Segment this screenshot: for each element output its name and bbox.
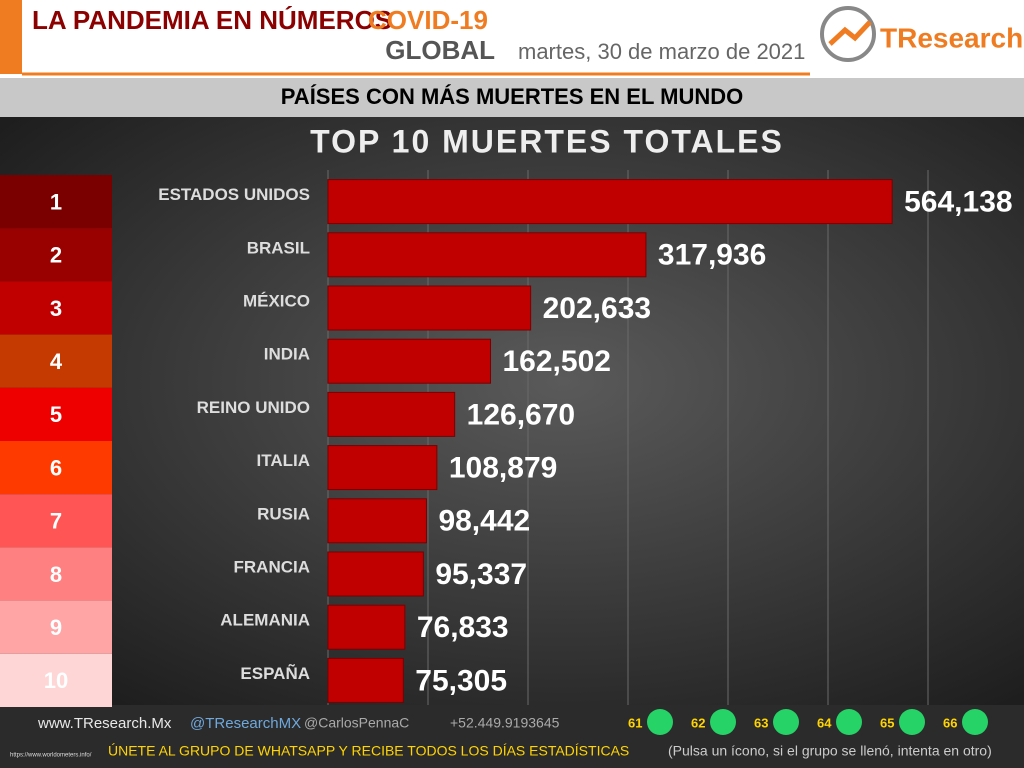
footer-link[interactable]: www.TResearch.Mx: [37, 715, 172, 732]
whatsapp-icon[interactable]: [773, 709, 799, 735]
rank-box: [0, 547, 112, 601]
rank-box: [0, 494, 112, 548]
header-date: martes, 30 de marzo de 2021: [518, 39, 805, 64]
chart-title: TOP 10 MUERTES TOTALES: [310, 123, 784, 159]
bar: [327, 338, 492, 384]
bar: [327, 391, 456, 437]
subtitle-bg: [0, 78, 1024, 117]
group-number[interactable]: 61: [628, 715, 642, 730]
value-label: 108,879: [449, 452, 557, 485]
value-label: 126,670: [467, 398, 575, 431]
header-accent: COVID-19: [368, 5, 488, 35]
category-label: ESPAÑA: [240, 663, 310, 683]
category-label: RUSIA: [257, 504, 310, 523]
rank-label: 9: [50, 615, 62, 640]
bar: [327, 657, 404, 703]
rank-label: 8: [50, 562, 62, 587]
bar: [327, 604, 406, 650]
whatsapp-icon[interactable]: [962, 709, 988, 735]
logo-arrow: [828, 20, 872, 46]
category-label: FRANCIA: [234, 557, 311, 576]
rank-label: 6: [50, 455, 62, 480]
category-label: INDIA: [264, 345, 310, 364]
rank-box: [0, 281, 112, 335]
rank-box: [0, 228, 112, 282]
value-label: 95,337: [435, 558, 527, 591]
footer-note: (Pulsa un ícono, si el grupo se llenó, i…: [668, 743, 992, 759]
rank-label: 1: [50, 189, 62, 214]
category-label: BRASIL: [247, 238, 310, 257]
category-label: ITALIA: [256, 451, 310, 470]
footer-link[interactable]: +52.449.9193645: [450, 715, 560, 731]
value-label: 564,138: [904, 186, 1012, 219]
value-label: 98,442: [438, 505, 530, 538]
footer-link[interactable]: @TResearchMX: [190, 715, 301, 732]
rank-box: [0, 175, 112, 229]
bar: [327, 285, 532, 331]
value-label: 162,502: [503, 345, 611, 378]
bar: [327, 179, 893, 225]
whatsapp-icon[interactable]: [836, 709, 862, 735]
bar: [327, 551, 424, 597]
rank-label: 2: [50, 243, 62, 268]
rank-box: [0, 387, 112, 441]
rank-box: [0, 653, 112, 707]
rank-box: [0, 600, 112, 654]
group-number[interactable]: 62: [691, 715, 705, 730]
group-number[interactable]: 65: [880, 715, 894, 730]
header-strip: [0, 0, 22, 74]
rank-box: [0, 441, 112, 495]
rank-label: 4: [50, 349, 63, 374]
bar: [327, 445, 438, 491]
bar: [327, 232, 647, 278]
group-number[interactable]: 63: [754, 715, 768, 730]
footer-source: https://www.worldometers.info/: [10, 753, 92, 759]
header-title: LA PANDEMIA EN NÚMEROS: [32, 5, 392, 35]
rank-label: 7: [50, 509, 62, 534]
footer-cta: ÚNETE AL GRUPO DE WHATSAPP Y RECIBE TODO…: [108, 743, 629, 759]
category-label: ALEMANIA: [220, 611, 310, 630]
value-label: 75,305: [415, 664, 507, 697]
group-number[interactable]: 64: [817, 715, 832, 730]
logo-text: TResearch: [880, 22, 1023, 53]
logo-icon: [820, 6, 876, 62]
rank-label: 5: [50, 402, 62, 427]
category-label: MÉXICO: [243, 291, 310, 310]
category-label: REINO UNIDO: [197, 398, 310, 417]
value-label: 202,633: [543, 292, 651, 325]
whatsapp-icon[interactable]: [647, 709, 673, 735]
header-scope: GLOBAL: [385, 35, 495, 65]
rank-label: 3: [50, 296, 62, 321]
bar: [327, 498, 427, 544]
value-label: 76,833: [417, 611, 509, 644]
group-number[interactable]: 66: [943, 715, 957, 730]
category-label: ESTADOS UNIDOS: [158, 185, 310, 204]
whatsapp-icon[interactable]: [899, 709, 925, 735]
value-label: 317,936: [658, 239, 766, 272]
footer-link[interactable]: @CarlosPennaC: [304, 715, 409, 731]
whatsapp-icon[interactable]: [710, 709, 736, 735]
rank-box: [0, 334, 112, 388]
rank-label: 10: [44, 668, 68, 693]
subtitle: PAÍSES CON MÁS MUERTES EN EL MUNDO: [281, 84, 743, 109]
